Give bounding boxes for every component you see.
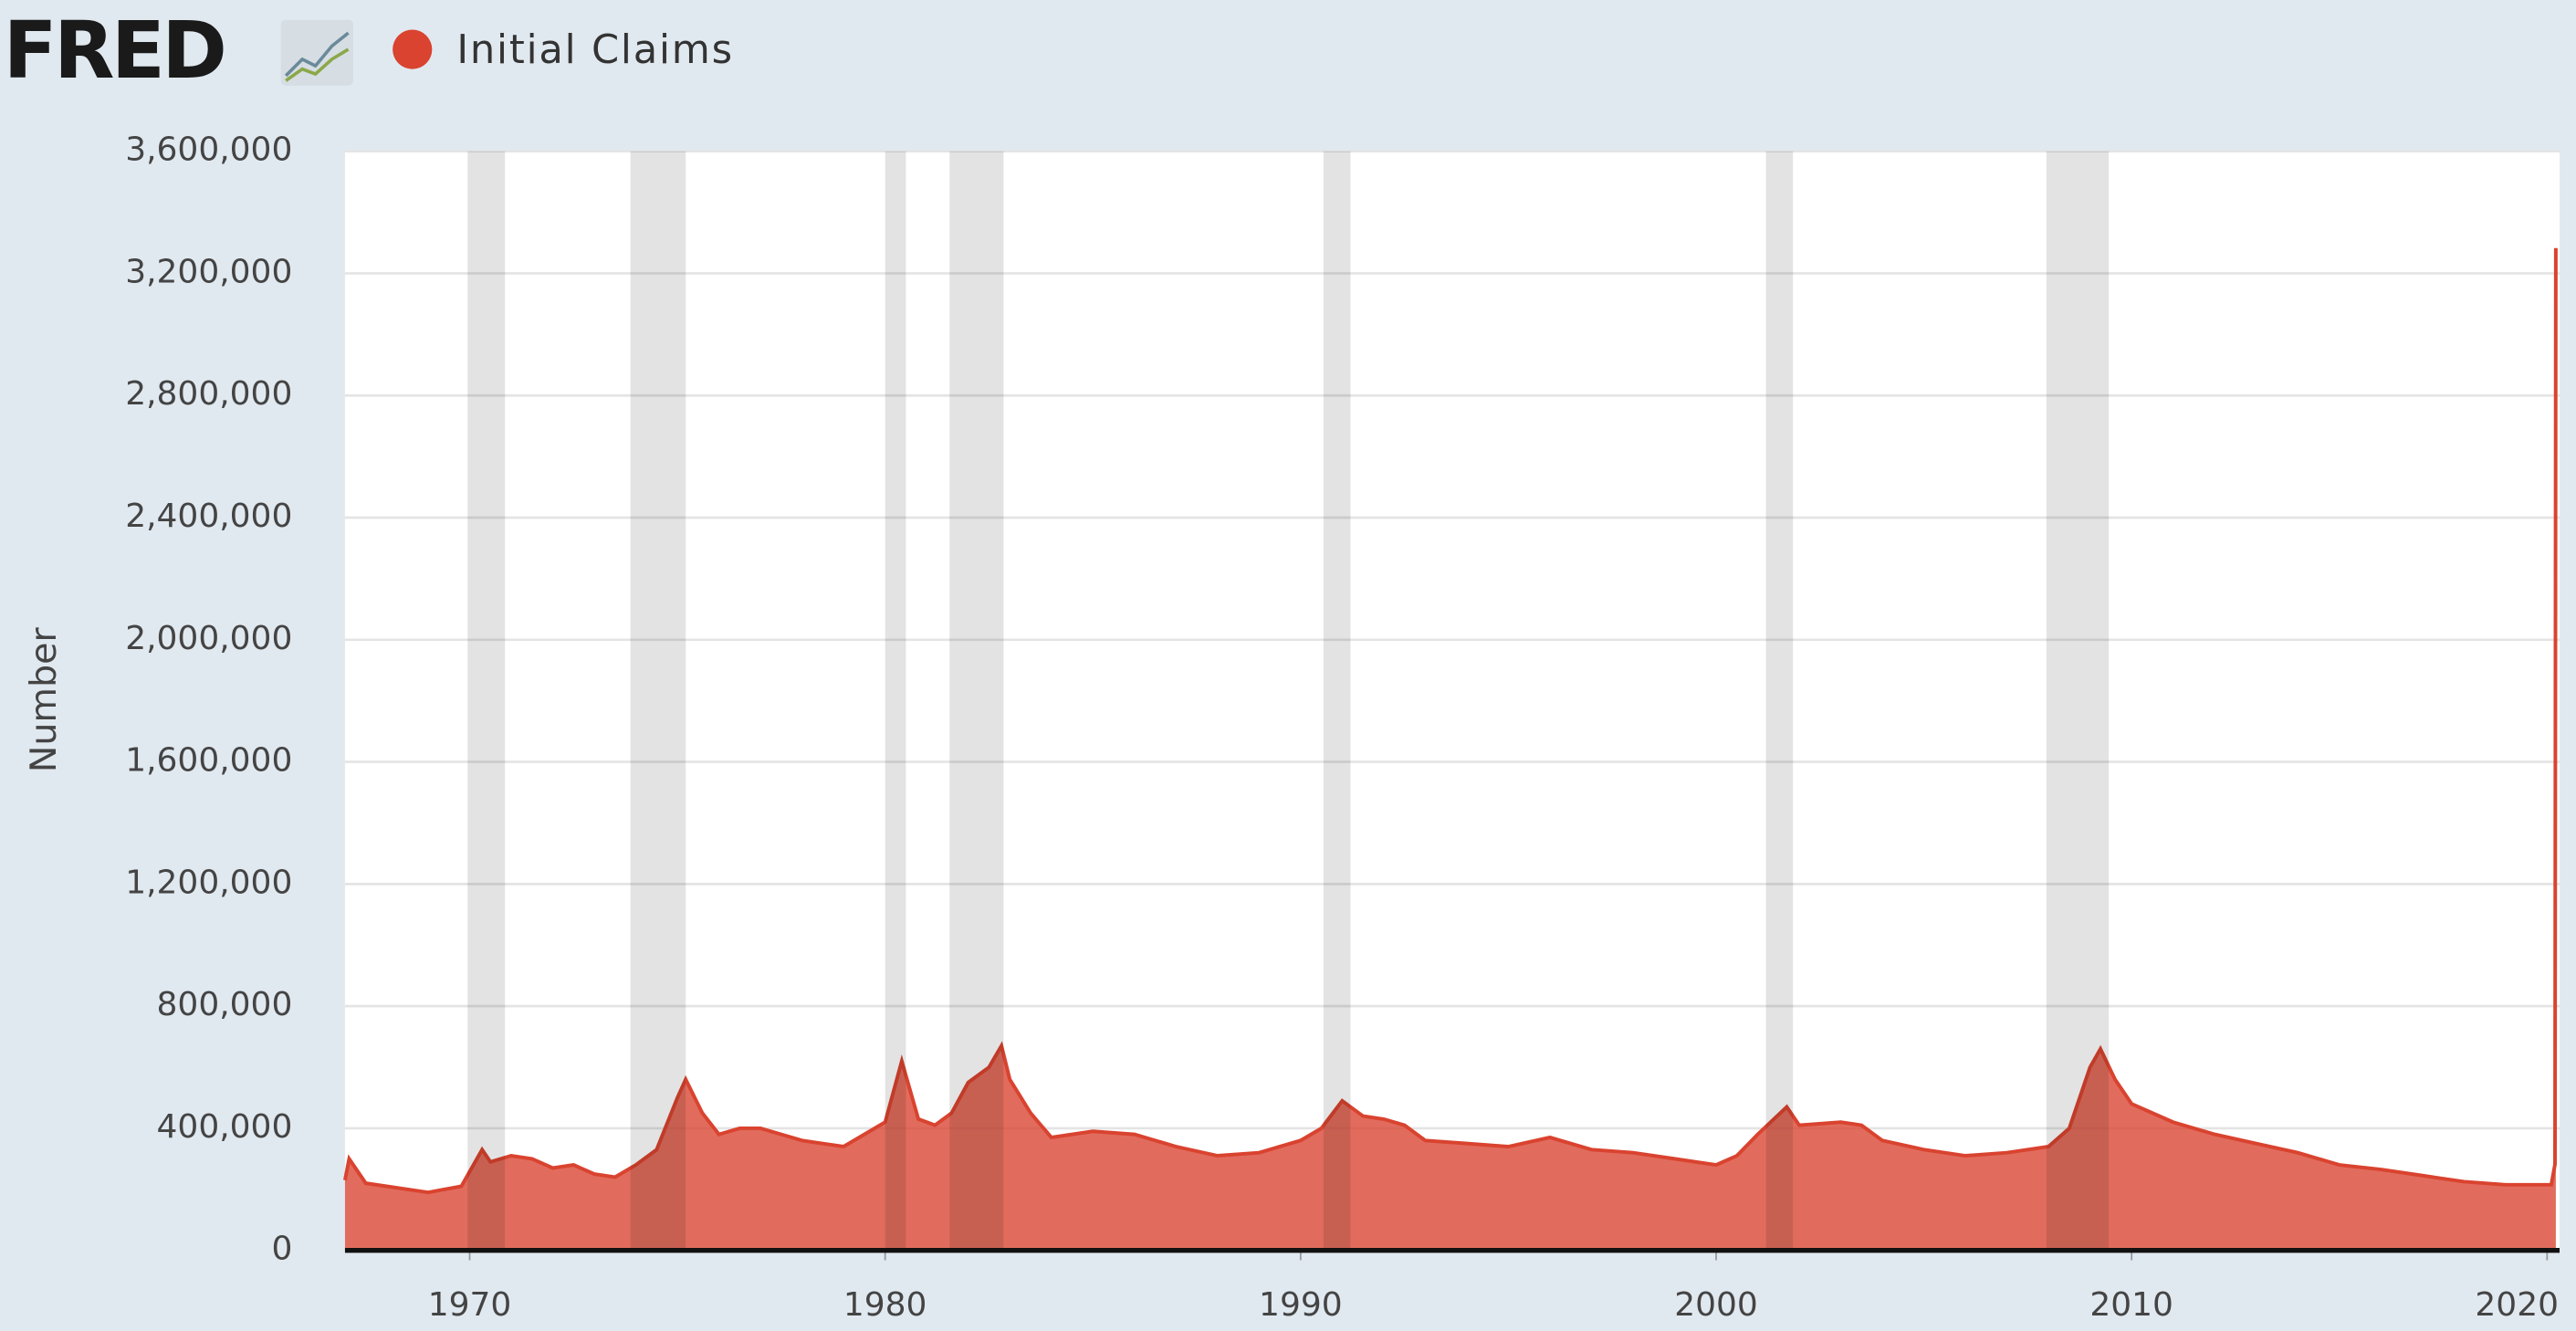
logo: FRED [4, 5, 225, 97]
y-tick-label: 400,000 [157, 1108, 293, 1146]
y-tick-label: 3,600,000 [125, 131, 292, 169]
recession-band [467, 151, 506, 1251]
x-tick-label: 1980 [843, 1286, 927, 1324]
recession-band [630, 151, 686, 1251]
x-tick-label: 2020 [2475, 1286, 2559, 1324]
recession-band [949, 151, 1004, 1251]
x-tick-label: 2010 [2089, 1286, 2173, 1324]
y-tick-label: 2,400,000 [125, 498, 292, 535]
y-tick-label: 2,800,000 [125, 375, 292, 413]
legend-label: Initial Claims [456, 27, 734, 73]
y-tick-label: 800,000 [157, 986, 293, 1023]
y-tick-label: 2,000,000 [125, 620, 292, 657]
x-tick-label: 1970 [428, 1286, 512, 1324]
y-tick-label: 1,200,000 [125, 864, 292, 901]
logo-icon [280, 19, 353, 86]
recession-band [885, 151, 906, 1251]
legend-marker [393, 29, 433, 69]
plot-area [344, 151, 2560, 1251]
line [343, 247, 2558, 1195]
y-axis-label: Number [23, 627, 65, 773]
x-tick-label: 2000 [1674, 1286, 1758, 1324]
y-tick-label: 3,200,000 [125, 253, 292, 290]
recession-band [1323, 151, 1351, 1251]
x-tick-label: 1990 [1259, 1286, 1343, 1324]
recession-band [1765, 151, 1794, 1251]
recession-band [2046, 151, 2110, 1251]
y-tick-label: 0 [271, 1231, 292, 1268]
y-tick-label: 1,600,000 [125, 742, 292, 780]
